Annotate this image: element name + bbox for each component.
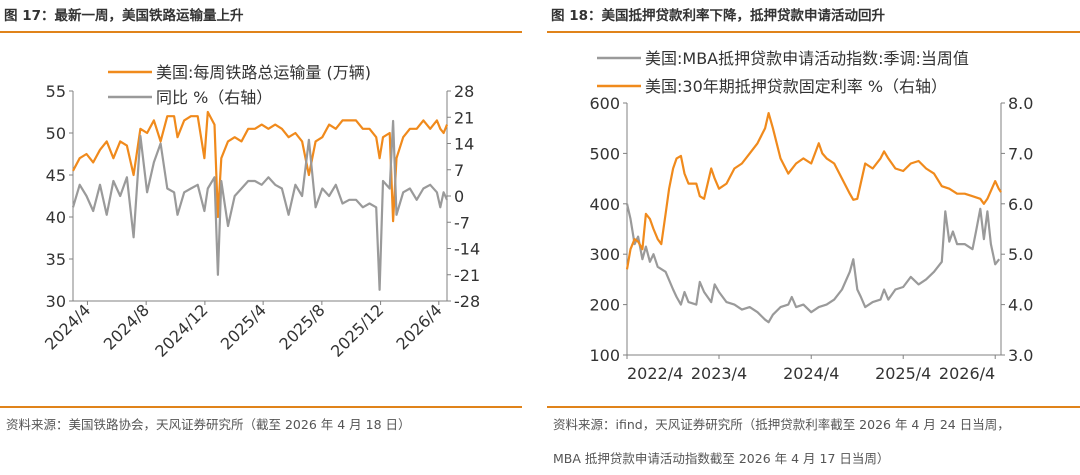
left-y-tick-label: 35 — [46, 250, 66, 269]
right-y-tick-label: 4.0 — [1008, 296, 1033, 315]
x-tick-label: 2026/4 — [939, 364, 995, 383]
figure-18-panel: 图 18：美国抵押贷款利率下降，抵押贷款申请活动回升 100 200 300 400 5… — [547, 0, 1080, 475]
x-tick-label: 2023/4 — [691, 364, 747, 383]
legend-label-0: 美国:每周铁路总运输量 (万辆) — [156, 63, 371, 82]
right-y-tick-label: 28 — [454, 82, 474, 101]
x-tick-label: 2022/4 — [627, 364, 683, 383]
right-y-tick-label: 7 — [454, 161, 464, 180]
right-y-tick-label: -14 — [454, 240, 480, 259]
figure-18-bottom-rule — [547, 406, 1080, 408]
x-tick-label: 2024/12 — [151, 300, 211, 360]
right-y-tick-label: 14 — [454, 135, 474, 154]
right-y-tick-label: -28 — [454, 292, 480, 311]
right-y-tick-label: -7 — [454, 213, 470, 232]
series-line-1 — [625, 111, 1002, 270]
figure-18-top-rule — [547, 31, 1080, 33]
left-y-tick-label: 500 — [589, 144, 620, 163]
series-line-1 — [71, 119, 449, 291]
figure-17-top-rule — [0, 31, 522, 33]
x-tick-label: 2025/4 — [217, 300, 270, 353]
left-y-tick-label: 100 — [589, 346, 620, 365]
right-y-tick-label: 3.0 — [1008, 346, 1033, 365]
legend-label-0: 美国:MBA抵押贷款申请活动指数:季调:当周值 — [645, 49, 969, 68]
right-y-tick-label: 21 — [454, 108, 474, 127]
legend-label-1: 同比 %（右轴） — [156, 88, 272, 107]
left-y-tick-label: 400 — [589, 195, 620, 214]
left-y-tick-label: 200 — [589, 296, 620, 315]
mortgage-chart: 100 200 300 400 500 600 3.0 4.0 5.0 6.0 7.0 8.0 2022… — [589, 49, 1033, 383]
left-y-tick-label: 300 — [589, 245, 620, 264]
right-y-tick-label: 0 — [454, 187, 464, 206]
figure-17-title: 图 17：最新一周，美国铁路运输量上升 — [4, 8, 244, 24]
figure-17-bottom-rule — [0, 406, 522, 408]
figure-18-source-line1: 资料来源：ifind，天风证券研究所（抵押贷款利率截至 2026 年 4 月 2… — [553, 417, 1010, 432]
figure-18-source-line2: MBA 抵押贷款申请活动指数截至 2026 年 4 月 17 日当周） — [553, 451, 890, 466]
left-y-tick-label: 600 — [589, 94, 620, 113]
left-y-tick-label: 45 — [46, 166, 66, 185]
right-y-tick-label: 5.0 — [1008, 245, 1033, 264]
x-tick-label: 2026/4 — [392, 300, 445, 353]
right-y-tick-label: 8.0 — [1008, 94, 1033, 113]
series-line-0 — [625, 203, 1001, 324]
left-y-tick-label: 50 — [46, 124, 66, 143]
right-y-tick-label: 6.0 — [1008, 195, 1033, 214]
right-y-tick-label: -21 — [454, 266, 480, 285]
left-y-tick-label: 30 — [46, 292, 66, 311]
x-tick-label: 2025/8 — [275, 300, 328, 353]
x-tick-label: 2025/12 — [327, 300, 387, 360]
x-tick-label: 2024/4 — [783, 364, 839, 383]
left-y-tick-label: 55 — [46, 82, 66, 101]
x-tick-label: 2025/4 — [875, 364, 931, 383]
left-y-tick-label: 40 — [46, 208, 66, 227]
series-line-0 — [72, 110, 449, 223]
figure-18-title: 图 18：美国抵押贷款利率下降，抵押贷款申请活动回升 — [551, 8, 885, 24]
x-tick-label: 2024/8 — [100, 300, 153, 353]
right-y-tick-label: 7.0 — [1008, 144, 1033, 163]
legend-label-1: 美国:30年期抵押贷款固定利率 %（右轴） — [645, 77, 947, 96]
figure-17-source: 资料来源：美国铁路协会，天风证券研究所（截至 2026 年 4 月 18 日） — [6, 417, 411, 432]
figure-17-panel: 图 17：最新一周，美国铁路运输量上升 30 35 40 45 50 55 -28 -21 -1… — [0, 0, 522, 475]
